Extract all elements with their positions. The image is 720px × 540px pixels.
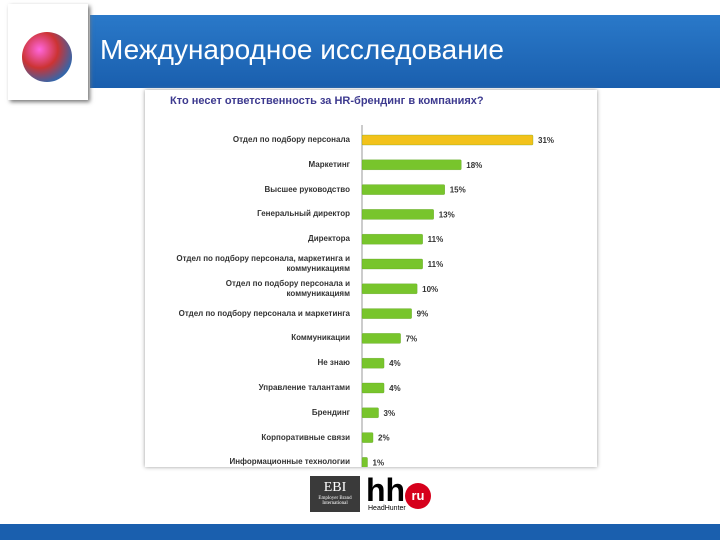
chart: 31% 18% 15% 13% 11% 11% 10% 9% 7% 4% 4% 3% 2% 1%: [361, 125, 554, 467]
bar: [361, 134, 534, 146]
bar: [361, 234, 423, 245]
bar: [361, 209, 434, 220]
value-label: 4%: [389, 384, 401, 393]
value-label: 31%: [538, 136, 554, 145]
category-label: Не знаю: [317, 358, 350, 368]
ebi-caption: Employer Brand International: [318, 496, 352, 506]
bar: [361, 432, 374, 443]
value-label: 18%: [466, 161, 482, 170]
value-label: 10%: [422, 285, 438, 294]
category-label: Брендинг: [311, 407, 350, 417]
category-label: Высшее руководство: [264, 184, 351, 194]
value-label: 1%: [373, 458, 385, 467]
chart-panel: 31% 18% 15% 13% 11% 11% 10% 9% 7% 4% 4% 3% 2% 1% Кто …: [145, 90, 597, 467]
category-label: Отдел по подбору персонала и коммуникаци…: [225, 278, 350, 298]
bar: [361, 283, 418, 294]
bar: [361, 358, 385, 369]
value-label: 7%: [406, 334, 418, 343]
category-label: Отдел по подбору персонала, маркетинга и…: [176, 254, 350, 273]
globe: [22, 32, 72, 82]
hh-ru: ru: [405, 483, 431, 509]
category-label: Отдел по подбору персонала и маркетинга: [178, 308, 350, 318]
value-label: 3%: [384, 409, 396, 418]
value-label: 4%: [389, 359, 401, 368]
header-bar: [90, 15, 720, 88]
bar: [361, 159, 462, 170]
value-label: 9%: [417, 310, 429, 319]
footer-bar: [0, 524, 720, 540]
book-cover: [8, 4, 88, 100]
slide-title: Международное исследование: [100, 34, 504, 65]
bar: [361, 382, 385, 394]
category-label: Отдел по подбору персонала: [232, 135, 350, 144]
category-label: Информационные технологии: [229, 457, 350, 467]
ebi-text: EBI: [323, 480, 347, 495]
hh-logo: hh: [366, 472, 406, 508]
value-label: 13%: [439, 210, 455, 219]
chart-title: Кто несет ответственность за HR-брендинг…: [170, 95, 484, 107]
category-label: Управление талантами: [258, 383, 350, 392]
bar: [361, 407, 379, 418]
value-label: 11%: [428, 235, 444, 244]
ebi-logo: EBI Employer Brand International: [310, 476, 360, 512]
value-label: 15%: [450, 186, 466, 195]
bar: [361, 457, 368, 467]
category-label: Генеральный директор: [257, 209, 350, 219]
category-label: Коммуникации: [291, 333, 350, 343]
value-label: 2%: [378, 434, 390, 443]
category-label: Корпоративные связи: [261, 432, 350, 442]
bar: [361, 333, 401, 344]
category-label: Маркетинг: [308, 159, 350, 169]
category-label: Директора: [308, 234, 350, 244]
bar: [361, 184, 445, 195]
bar: [361, 308, 412, 319]
value-label: 11%: [428, 260, 444, 269]
hh-caption: HeadHunter: [368, 505, 406, 512]
bar: [361, 258, 423, 270]
